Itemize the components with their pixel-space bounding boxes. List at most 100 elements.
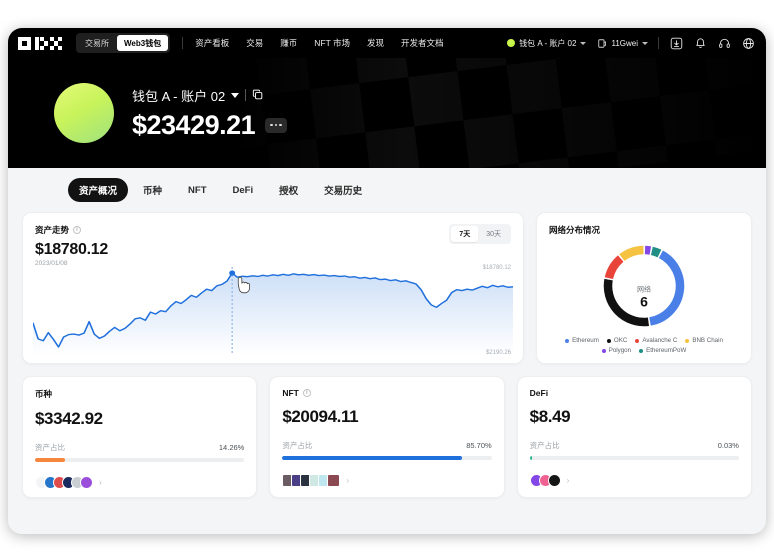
- network-distribution-title: 网络分布情况: [549, 225, 601, 235]
- chart-max-label: $18780.12: [482, 265, 511, 271]
- legend-item[interactable]: OKC: [606, 337, 628, 344]
- token-card-title: 币种: [35, 389, 53, 399]
- asset-trend-card: 资产走势 i $18780.12 2023/01/08 7天 30天 $1878…: [22, 212, 524, 364]
- okx-logo-icon[interactable]: [18, 36, 62, 50]
- asset-trend-date: 2023/01/08: [35, 260, 68, 267]
- range-7d[interactable]: 7天: [451, 226, 479, 242]
- headset-icon[interactable]: [717, 36, 732, 51]
- defi-progress-bar: [529, 456, 739, 460]
- network-donut-chart: [603, 245, 685, 327]
- legend-item[interactable]: Avalanche C: [635, 337, 677, 344]
- trend-line-svg: [33, 267, 513, 355]
- product-switcher[interactable]: 交易所 Web3钱包: [76, 33, 171, 53]
- chart-min-label: $2190.26: [485, 350, 511, 356]
- nav-link-discover[interactable]: 发现: [366, 38, 384, 48]
- segment-web3-wallet[interactable]: Web3钱包: [117, 35, 169, 51]
- token-icon-stack[interactable]: ›: [35, 476, 244, 489]
- legend-item[interactable]: BNB Chain: [685, 337, 723, 344]
- info-icon[interactable]: i: [73, 226, 82, 234]
- nav-divider: [182, 37, 184, 49]
- asset-trend-value: $18780.12: [35, 241, 108, 258]
- segment-exchange[interactable]: 交易所: [85, 38, 109, 48]
- tab-approvals[interactable]: 授权: [279, 186, 299, 197]
- nft-icon-stack[interactable]: ›: [282, 474, 491, 487]
- legend-label: Avalanche C: [642, 337, 678, 344]
- defi-summary-card[interactable]: DeFi $8.49 资产占比 0.03% ›: [516, 376, 752, 498]
- token-progress-bar: [35, 458, 245, 462]
- nav-links: 资产看板 交易 赚币 NFT 市场 发现 开发者文档: [195, 37, 443, 49]
- defi-card-title: DeFi: [529, 388, 549, 398]
- defi-icon-stack[interactable]: ›: [529, 474, 739, 487]
- tab-nft[interactable]: NFT: [188, 184, 207, 196]
- donut-center-value: 6: [640, 293, 648, 310]
- nav-link-asset-board[interactable]: 资产看板: [195, 38, 230, 48]
- nft-card-value: $20094.11: [282, 407, 359, 426]
- nft-summary-card[interactable]: NFT i $20094.11 资产占比 85.70% ›: [269, 376, 505, 498]
- tab-asset-overview[interactable]: 资产概况: [68, 178, 129, 202]
- legend-label: Polygon: [608, 347, 632, 354]
- legend-swatch: [639, 348, 644, 353]
- chevron-right-icon[interactable]: ›: [99, 478, 102, 487]
- wallet-name-row: 钱包 A - 账户 02: [132, 86, 287, 105]
- nav-link-developer-docs[interactable]: 开发者文档: [401, 38, 444, 48]
- legend-label: BNB Chain: [692, 337, 723, 344]
- page-body: 资产概况 币种 NFT DeFi 授权 交易历史 资产走势 i $18780.1…: [8, 168, 766, 534]
- browser-window: 交易所 Web3钱包 资产看板 交易 赚币 NFT 市场 发现 开发者文档 钱包…: [8, 28, 766, 534]
- tab-transaction-history[interactable]: 交易历史: [324, 186, 363, 197]
- more-dots-icon[interactable]: [265, 117, 288, 133]
- defi-ratio-percent: 0.03%: [717, 441, 739, 450]
- donut-slice[interactable]: [644, 245, 652, 255]
- donut-slice[interactable]: [649, 250, 685, 326]
- network-legend: Ethereum OKC Avalanche C BNB Chain Polygon Et…: [547, 337, 741, 354]
- legend-swatch: [635, 338, 640, 343]
- donut-slice[interactable]: [603, 278, 649, 327]
- token-summary-card[interactable]: 币种 $3342.92 资产占比 14.26% ›: [22, 376, 258, 498]
- info-icon[interactable]: i: [302, 389, 311, 397]
- bell-icon[interactable]: [693, 36, 708, 51]
- nav-link-trade[interactable]: 交易: [246, 38, 264, 48]
- wallet-selector-label: 钱包 A - 账户 02: [519, 38, 577, 48]
- wallet-selector[interactable]: 钱包 A - 账户 02: [507, 38, 587, 49]
- range-30d[interactable]: 30天: [486, 231, 501, 238]
- copy-icon[interactable]: [252, 88, 263, 103]
- chevron-down-icon: [642, 41, 648, 45]
- legend-item[interactable]: Polygon: [601, 347, 632, 354]
- avatar: [54, 83, 114, 143]
- tab-defi[interactable]: DeFi: [232, 184, 254, 196]
- donut-slice[interactable]: [650, 246, 662, 258]
- donut-center-label: 网络: [637, 286, 651, 294]
- donut-slice[interactable]: [604, 255, 624, 280]
- asset-icon: [547, 474, 561, 487]
- tab-tokens[interactable]: 币种: [143, 186, 163, 197]
- download-icon[interactable]: [669, 36, 684, 51]
- legend-item[interactable]: EthereumPoW: [639, 347, 686, 354]
- nav-link-nft-market[interactable]: NFT 市场: [314, 38, 350, 48]
- nav-link-earn[interactable]: 赚币: [280, 38, 298, 48]
- asset-trend-title: 资产走势: [35, 225, 70, 235]
- legend-item[interactable]: Ethereum: [565, 337, 599, 344]
- gas-price-selector[interactable]: 11Gwei: [598, 39, 648, 48]
- gas-icon: [598, 38, 607, 48]
- legend-swatch: [601, 348, 606, 353]
- wallet-balance: $23429.21: [132, 109, 256, 140]
- donut-slice[interactable]: [619, 245, 644, 262]
- token-card-value: $3342.92: [35, 409, 103, 428]
- legend-label: Ethereum: [572, 337, 599, 344]
- asset-trend-title-row: 资产走势 i: [35, 224, 108, 236]
- chevron-right-icon[interactable]: ›: [346, 476, 349, 485]
- chevron-down-icon[interactable]: [231, 92, 240, 98]
- donut-center-text: 网络 6: [637, 284, 651, 309]
- asset-tabs: 资产概况 币种 NFT DeFi 授权 交易历史: [22, 168, 752, 212]
- asset-icon: [327, 474, 341, 487]
- asset-trend-plot: $18780.12 $2190.26: [33, 265, 513, 356]
- nft-card-title-row: NFT i: [282, 388, 491, 398]
- legend-swatch: [685, 338, 690, 343]
- legend-label: OKC: [613, 337, 628, 344]
- wallet-status-dot: [507, 39, 516, 47]
- chevron-right-icon[interactable]: ›: [566, 476, 570, 485]
- globe-icon[interactable]: [741, 36, 756, 51]
- nft-ratio-percent: 85.70%: [466, 441, 492, 450]
- network-distribution-card: 网络分布情况 网络 6 Ethereum OKC Avalanche C BNB Ch…: [536, 212, 752, 364]
- legend-label: EthereumPoW: [646, 347, 687, 354]
- top-navigation-bar: 交易所 Web3钱包 资产看板 交易 赚币 NFT 市场 发现 开发者文档 钱包…: [8, 28, 766, 58]
